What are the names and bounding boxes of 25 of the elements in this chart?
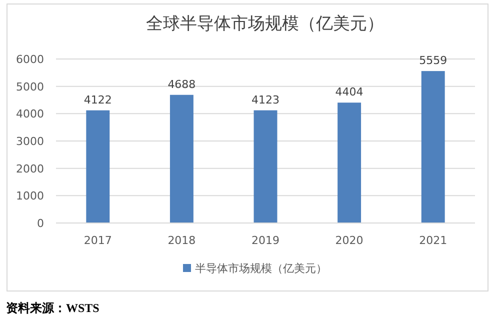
x-tick-label: 2018 [168,234,196,247]
y-tick-label: 3000 [16,135,44,148]
x-tick-label: 2020 [335,234,364,247]
y-tick-label: 4000 [16,108,44,121]
x-tick-label: 2021 [419,234,448,247]
bar [338,102,362,223]
bar [421,71,445,223]
y-tick-label: 0 [37,217,44,230]
data-label: 4404 [335,86,364,99]
bar [254,110,278,223]
chart-title: 全球半导体市场规模（亿美元） [146,14,384,33]
y-tick-label: 5000 [16,80,44,94]
x-tick-label: 2019 [252,234,280,247]
data-label: 4122 [84,93,112,106]
y-tick-label: 1000 [16,190,44,203]
bar [170,94,194,223]
legend-label: 半导体市场规模（亿美元） [195,262,327,275]
bar [86,110,110,223]
data-label: 4688 [168,78,196,91]
data-label: 5559 [419,54,448,68]
y-tick-label: 2000 [16,162,44,176]
data-label: 4123 [252,93,280,106]
y-tick-label: 6000 [16,53,44,66]
text: 资料来源：WSTS [6,301,100,315]
x-tick-label: 2017 [84,234,112,247]
